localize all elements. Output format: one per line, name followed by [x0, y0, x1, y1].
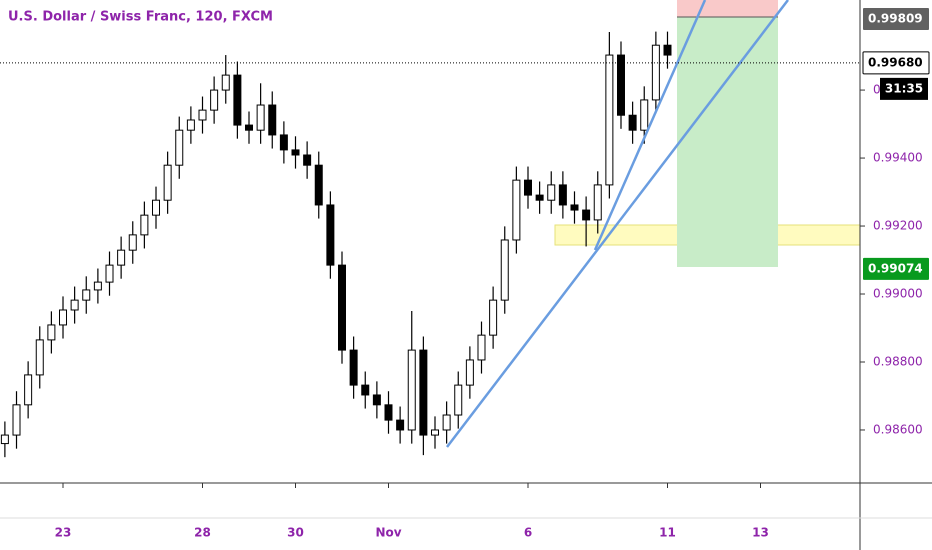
x-tick-label: 6 — [524, 526, 532, 540]
candle-body — [326, 204, 335, 266]
candle-body — [152, 199, 161, 216]
candle-body — [407, 349, 416, 431]
y-tick-label: 0.99000 — [873, 287, 923, 301]
candle-body — [430, 429, 439, 436]
candle-body — [198, 109, 207, 121]
candle-body — [663, 44, 672, 56]
x-tick-label: 11 — [659, 526, 676, 540]
candle-body — [616, 54, 625, 116]
trend-line — [446, 0, 789, 448]
price-label: 0.99680 — [868, 55, 923, 69]
candle-body — [210, 89, 219, 111]
candle-body — [93, 281, 102, 291]
candle-body — [396, 419, 405, 431]
candle-body — [372, 394, 381, 406]
candle-body — [233, 74, 242, 126]
candle-body — [24, 374, 33, 406]
candle-body — [454, 384, 463, 416]
candle-body — [570, 204, 579, 211]
candle-body — [535, 194, 544, 201]
x-tick-label: Nov — [375, 526, 401, 540]
candle-body — [477, 334, 486, 361]
candle-body — [523, 179, 532, 196]
y-tick-label: 0.99400 — [873, 151, 923, 165]
candle-body — [651, 44, 660, 101]
candle-body — [291, 149, 300, 156]
candle-body — [605, 54, 614, 186]
candle-body — [349, 349, 358, 386]
candle-body — [582, 209, 591, 221]
candle-body — [361, 384, 370, 396]
y-tick-label: 0.98800 — [873, 354, 923, 368]
candle-body — [500, 239, 509, 301]
candle-body — [175, 129, 184, 166]
x-tick-label: 13 — [752, 526, 769, 540]
price-label: 0.99074 — [868, 261, 923, 275]
trend-lines — [446, 0, 789, 448]
candle-body — [221, 74, 230, 91]
price-label-box — [863, 8, 929, 31]
candle-body — [35, 339, 44, 376]
candle-body — [628, 114, 637, 131]
y-tick-label: 0.99200 — [873, 219, 923, 233]
trend-line — [593, 0, 707, 251]
candle-body — [82, 289, 91, 301]
candle-body — [512, 179, 521, 241]
candle-body — [314, 164, 323, 206]
y-tick-label: 0.98600 — [873, 422, 923, 436]
candle-body — [489, 299, 498, 336]
candle-body — [547, 184, 556, 201]
candle-body — [12, 404, 21, 436]
drawings — [554, 0, 861, 267]
candle-body — [558, 184, 567, 206]
candle-body — [256, 104, 265, 131]
candle-body — [47, 324, 56, 341]
x-tick-label: 28 — [194, 526, 211, 540]
candles — [0, 31, 672, 458]
candle-body — [640, 99, 649, 131]
countdown-box — [880, 77, 928, 100]
x-tick-label: 23 — [55, 526, 72, 540]
price-label-box — [863, 257, 929, 280]
candle-body — [465, 359, 474, 386]
stop-zone — [677, 0, 778, 17]
x-tick-label: 30 — [287, 526, 304, 540]
target-zone — [677, 17, 778, 267]
chart-title: U.S. Dollar / Swiss Franc, 120, FXCM — [8, 10, 273, 25]
countdown: 31:35 — [885, 81, 923, 95]
price-label: 0.99809 — [868, 12, 923, 26]
price-label-box — [862, 51, 930, 75]
candle-body — [105, 264, 114, 283]
candle-body — [0, 434, 9, 445]
candle-body — [245, 124, 254, 131]
candle-body — [442, 414, 451, 431]
candle-body — [338, 264, 347, 351]
candle-body — [419, 349, 428, 436]
candle-body — [163, 164, 172, 201]
candle-body — [186, 119, 195, 131]
candle-body — [268, 104, 277, 136]
candle-body — [59, 309, 68, 326]
candle-body — [140, 214, 149, 236]
candle-body — [279, 134, 288, 151]
candle-body — [117, 249, 126, 266]
candle-body — [593, 184, 602, 221]
candle-body — [384, 404, 393, 421]
candle-body — [303, 154, 312, 166]
candle-body — [128, 234, 137, 251]
axes: 0.98600 0.98800 0.99000 0.99200 0.99400 0.996… — [0, 8, 930, 540]
candle-body — [70, 299, 79, 311]
